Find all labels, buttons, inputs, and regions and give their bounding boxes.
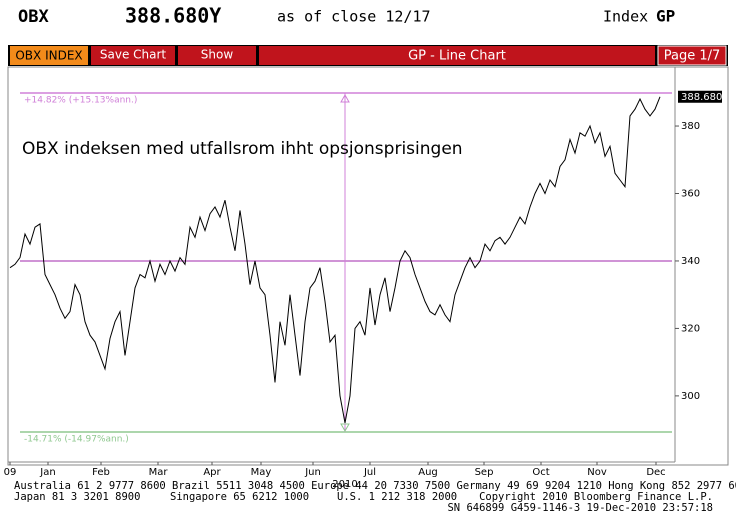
tab[interactable] xyxy=(10,46,88,65)
as-of: as of close 12/17 xyxy=(277,8,431,26)
y-tick-label: 320 xyxy=(681,323,700,334)
chart-title: GP - Line Chart xyxy=(408,49,506,64)
reference-label: +14.82% (+15.13%ann.) xyxy=(24,95,137,105)
y-tick-label: 360 xyxy=(681,188,700,199)
last-value-label: 388.680 xyxy=(681,92,722,103)
x-tick-label: Sep xyxy=(475,467,494,478)
x-tick-label: Dec xyxy=(646,467,665,478)
footer-copyright: Copyright 2010 Bloomberg Finance L.P. xyxy=(479,491,713,503)
page-button[interactable] xyxy=(657,45,727,66)
title-bar xyxy=(259,46,655,65)
y-tick-label: 380 xyxy=(681,121,700,132)
ticker: OBX xyxy=(18,7,49,27)
plot-frame xyxy=(7,66,729,466)
x-tick-label: Apr xyxy=(203,467,221,478)
arrow-up xyxy=(340,93,350,103)
code: GP xyxy=(656,7,675,26)
reference-label: -14.71% (-14.97%ann.) xyxy=(24,434,129,444)
footer-singapore: Singapore 65 6212 1000 xyxy=(170,491,309,503)
footer-japan: Japan 81 3 3201 8900 xyxy=(14,491,140,503)
x-tick-label: Aug xyxy=(418,467,438,478)
y-tick-label: 340 xyxy=(681,256,700,267)
x-tick-label: Jun xyxy=(304,467,321,478)
price-line xyxy=(9,96,661,423)
year-label: 2010 xyxy=(332,479,357,490)
y-tick-label: 300 xyxy=(681,391,700,402)
arrow-down xyxy=(340,423,350,432)
show-button[interactable] xyxy=(178,46,256,65)
save-button[interactable] xyxy=(91,46,175,65)
x-tick-label: Oct xyxy=(532,467,549,478)
footer-us: U.S. 1 212 318 2000 xyxy=(337,491,457,503)
footer-sn: SN 646899 G459-1146-3 19-Dec-2010 23:57:… xyxy=(447,502,713,514)
annotation: OBX indeksen med utfallsrom ihht opsjons… xyxy=(22,139,463,159)
show-label: Show xyxy=(201,48,234,62)
footer-line: Australia 61 2 9777 8600 Brazil 5511 304… xyxy=(14,480,736,492)
plot: 300 320 340 360 380 09 Jan Feb Mar Apr May Jun Jul Au… xyxy=(4,90,722,490)
x-tick-label: Jul xyxy=(363,467,376,478)
page-label: Page 1/7 xyxy=(664,49,721,64)
index-label: Index xyxy=(603,8,648,26)
x-tick-label: 09 xyxy=(4,467,17,478)
x-tick-label: Mar xyxy=(149,467,169,478)
last-value-box xyxy=(678,90,722,103)
price: 388.680Y xyxy=(125,4,221,28)
x-tick-label: Nov xyxy=(587,467,607,478)
save-label: Save Chart xyxy=(100,48,167,62)
x-tick-label: Jan xyxy=(39,467,55,478)
tab-label: OBX INDEX xyxy=(15,49,82,63)
x-tick-label: Feb xyxy=(92,467,110,478)
x-tick-label: May xyxy=(251,467,272,478)
